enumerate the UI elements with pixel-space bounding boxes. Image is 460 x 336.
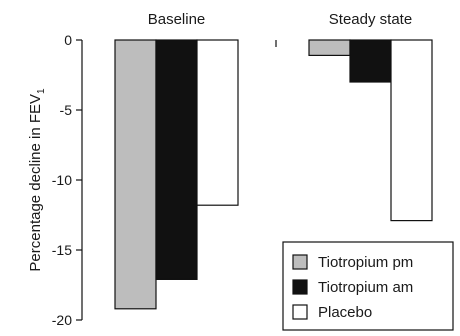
group-label: Steady state — [329, 11, 412, 28]
legend-label: Tiotropium pm — [318, 254, 413, 271]
y-tick-label: -5 — [60, 102, 73, 118]
y-axis: 0 -5 -10 -15 -20 — [52, 32, 277, 328]
legend-label: Placebo — [318, 304, 372, 321]
bars — [114, 39, 433, 310]
legend-swatch — [292, 254, 308, 270]
legend-label: Tiotropium am — [318, 279, 413, 296]
bar-placebo-steady-state — [390, 39, 433, 222]
legend-swatch — [292, 304, 308, 320]
bar-placebo-baseline — [196, 39, 239, 206]
y-tick-label: 0 — [64, 32, 72, 48]
y-axis-title: Percentage decline in FEV1 — [27, 88, 47, 272]
y-axis-title-text: Percentage decline in FEV — [27, 94, 44, 272]
y-axis-title-subscript: 1 — [36, 88, 47, 94]
y-tick-label: -15 — [52, 242, 72, 258]
group-labels: Baseline Steady state — [148, 11, 412, 28]
bar-tiotropium-am-steady-state — [349, 39, 392, 83]
y-tick-label: -20 — [52, 312, 72, 328]
bar-tiotropium-pm-steady-state — [308, 39, 351, 56]
legend-box — [282, 241, 454, 331]
bar-tiotropium-am-baseline — [155, 39, 198, 280]
legend-swatch — [292, 279, 308, 295]
group-label: Baseline — [148, 11, 206, 28]
legend: Tiotropium pm Tiotropium am Placebo — [282, 241, 454, 331]
bar-tiotropium-pm-baseline — [114, 39, 157, 310]
y-tick-label: -10 — [52, 172, 72, 188]
